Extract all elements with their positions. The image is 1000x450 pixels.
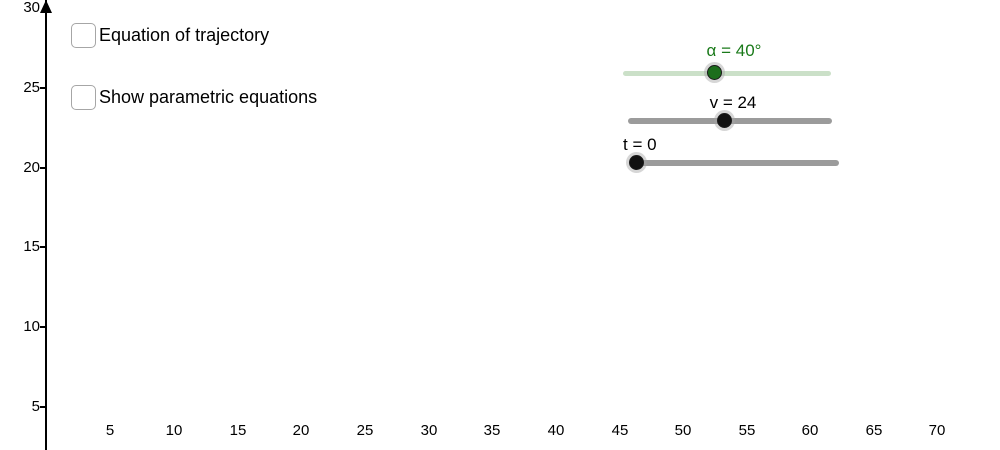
y-axis-tick-label: 20 bbox=[23, 159, 40, 176]
checkbox-equation-of-trajectory[interactable]: Equation of trajectory bbox=[71, 22, 269, 48]
x-axis-tick-label: 35 bbox=[483, 422, 501, 439]
x-axis-tick-label: 40 bbox=[547, 422, 565, 439]
y-axis-tick-label: 15 bbox=[23, 238, 40, 255]
y-axis-tick bbox=[40, 167, 45, 169]
x-axis-tick-label: 60 bbox=[801, 422, 819, 439]
x-axis-tick-label: 50 bbox=[674, 422, 692, 439]
y-axis bbox=[45, 0, 47, 450]
checkbox-label: Equation of trajectory bbox=[99, 24, 270, 45]
x-axis-tick-label: 55 bbox=[738, 422, 756, 439]
slider-t-knob[interactable] bbox=[629, 155, 644, 170]
slider-alpha-label: α = 40° bbox=[706, 41, 762, 60]
slider-t-label: t = 0 bbox=[623, 135, 657, 154]
x-axis-tick-label: 20 bbox=[292, 422, 310, 439]
y-axis-tick-label: 30 bbox=[23, 0, 40, 16]
slider-v-knob[interactable] bbox=[717, 113, 732, 128]
checkbox-show-parametric-equations[interactable]: Show parametric equations bbox=[71, 84, 317, 110]
slider-alpha-track[interactable] bbox=[623, 71, 831, 76]
x-axis-tick-label: 5 bbox=[105, 422, 115, 439]
y-axis-tick-label: 25 bbox=[23, 79, 40, 96]
y-axis-tick bbox=[40, 326, 45, 328]
x-axis-tick-label: 10 bbox=[165, 422, 183, 439]
checkbox-label: Show parametric equations bbox=[99, 86, 318, 107]
x-axis-tick-label: 30 bbox=[420, 422, 438, 439]
y-axis-tick bbox=[40, 246, 45, 248]
y-axis-tick-label: 5 bbox=[31, 398, 40, 415]
y-axis-tick bbox=[40, 87, 45, 89]
x-axis-tick-label: 65 bbox=[865, 422, 883, 439]
x-axis-tick-label: 15 bbox=[229, 422, 247, 439]
slider-t-track[interactable] bbox=[630, 160, 839, 166]
x-axis-tick-label: 25 bbox=[356, 422, 374, 439]
checkbox-box[interactable] bbox=[71, 84, 96, 110]
checkbox-box[interactable] bbox=[71, 22, 96, 48]
y-axis-tick bbox=[40, 406, 45, 408]
x-axis-tick-label: 70 bbox=[928, 422, 946, 439]
y-axis-arrow-icon bbox=[40, 0, 52, 13]
slider-v-label: v = 24 bbox=[709, 93, 757, 112]
y-axis-tick-label: 10 bbox=[23, 318, 40, 335]
x-axis-tick-label: 45 bbox=[611, 422, 629, 439]
slider-alpha-knob[interactable] bbox=[707, 65, 722, 80]
